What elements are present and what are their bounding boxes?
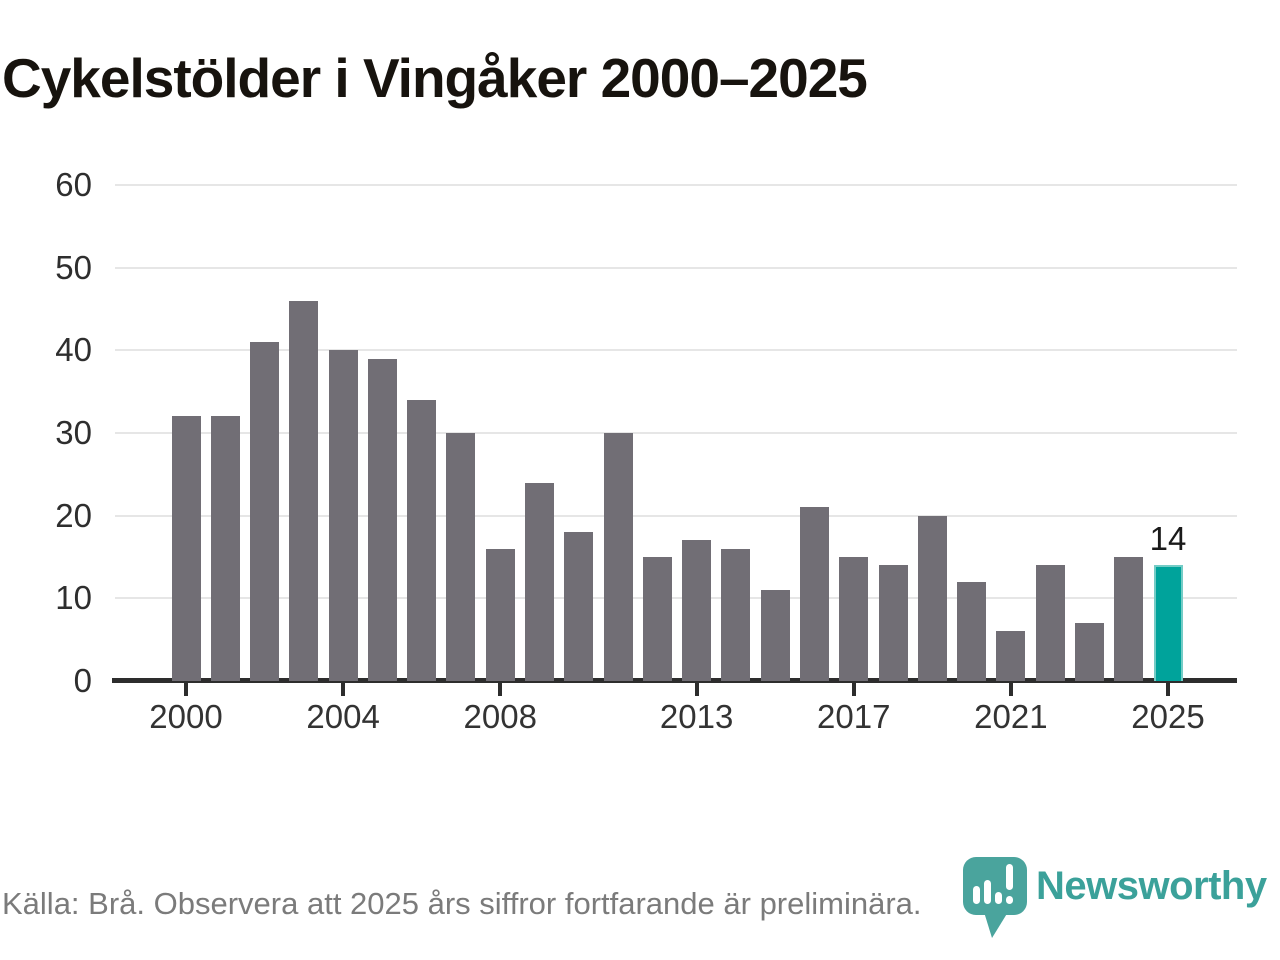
bar-2014 xyxy=(721,548,751,681)
y-tick-label-20: 20 xyxy=(55,496,92,534)
x-tick-2025 xyxy=(1166,683,1170,696)
gridline-50 xyxy=(115,266,1237,269)
bar-2008 xyxy=(485,548,515,681)
bar-2010 xyxy=(564,532,594,681)
newsworthy-speech-bubble-chart-icon xyxy=(963,857,1027,938)
y-tick-label-30: 30 xyxy=(55,414,92,451)
bar-2006 xyxy=(407,399,437,681)
bar-2000 xyxy=(171,416,201,681)
x-tick-2021 xyxy=(1008,683,1013,696)
bar-2002 xyxy=(250,342,280,681)
y-tick-label-60: 60 xyxy=(55,166,92,203)
bar-2016 xyxy=(799,507,829,681)
x-tick-2013 xyxy=(694,683,699,696)
gridline-10 xyxy=(115,597,1237,600)
page-title: Cykelstölder i Vingåker 2000–2025 xyxy=(2,47,868,109)
bar-2007 xyxy=(446,433,476,681)
y-tick-label-10: 10 xyxy=(55,579,92,617)
gridline-60 xyxy=(115,184,1237,186)
gridline-40 xyxy=(115,349,1237,352)
bar-2022 xyxy=(1035,565,1065,681)
bar-2021 xyxy=(996,631,1026,681)
gridline-20 xyxy=(115,514,1237,517)
bar-2015 xyxy=(760,590,790,681)
x-tick-label-2021: 2021 xyxy=(974,698,1048,735)
x-tick-label-2025: 2025 xyxy=(1131,698,1205,735)
y-tick-label-50: 50 xyxy=(55,248,92,286)
bar-2020 xyxy=(957,581,987,681)
x-tick-2004 xyxy=(341,683,346,696)
y-tick-label-40: 40 xyxy=(55,331,92,369)
x-tick-2017 xyxy=(851,683,856,696)
bar-2009 xyxy=(525,482,555,681)
plot-area xyxy=(112,184,1237,683)
source-note: Källa: Brå. Observera att 2025 års siffr… xyxy=(2,886,922,921)
bar-2017 xyxy=(839,557,869,681)
x-tick-label-2000: 2000 xyxy=(149,698,223,735)
x-tick-label-2017: 2017 xyxy=(817,698,891,735)
bar-2001 xyxy=(210,416,240,681)
bar-2005 xyxy=(367,358,397,681)
x-tick-2000 xyxy=(184,683,188,696)
bar-2024 xyxy=(1114,557,1144,681)
x-tick-label-2008: 2008 xyxy=(463,698,537,735)
bar-2013 xyxy=(682,540,712,681)
bar-2019 xyxy=(917,515,947,681)
bar-2025 xyxy=(1153,565,1183,681)
newsworthy-logo: Newsworthy xyxy=(962,856,1267,942)
bar-value-label: 14 xyxy=(1149,520,1187,558)
newsworthy-logo-text: Newsworthy xyxy=(1036,864,1267,908)
x-axis-line xyxy=(112,678,1237,683)
x-tick-2008 xyxy=(498,683,503,696)
gridline-30 xyxy=(115,432,1237,434)
x-tick-label-2004: 2004 xyxy=(306,698,380,735)
bar-2018 xyxy=(878,565,908,681)
bar-2004 xyxy=(328,350,358,681)
y-tick-label-0: 0 xyxy=(73,662,92,699)
bar-2012 xyxy=(642,557,672,681)
x-tick-label-2013: 2013 xyxy=(659,698,734,735)
bar-2023 xyxy=(1074,623,1104,681)
bar-2011 xyxy=(603,433,633,681)
bar-2003 xyxy=(289,300,319,681)
